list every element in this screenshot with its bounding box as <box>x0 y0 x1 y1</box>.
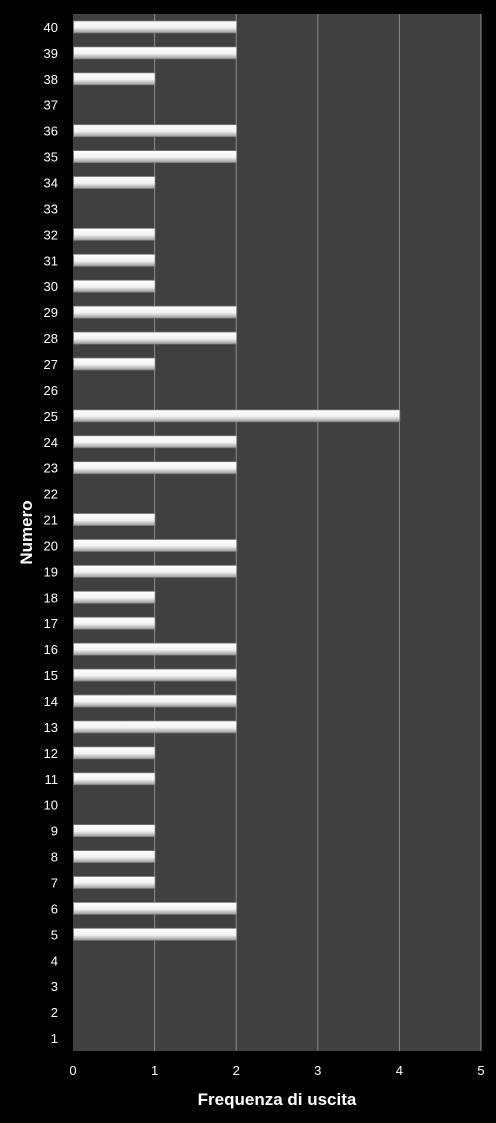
y-tick-label: 31 <box>44 253 58 268</box>
bar-11 <box>73 772 156 786</box>
bar-34 <box>73 176 156 189</box>
y-tick-label: 9 <box>51 824 58 839</box>
bar-17 <box>73 616 156 630</box>
bars <box>73 20 401 941</box>
bar-28 <box>73 331 238 345</box>
y-tick-label: 12 <box>44 746 58 761</box>
y-tick-label: 13 <box>44 720 58 735</box>
y-tick-label: 18 <box>44 590 58 605</box>
bar-36 <box>73 124 238 138</box>
bar-27 <box>73 357 156 371</box>
y-tick-label: 34 <box>44 176 58 191</box>
bar-32 <box>73 227 156 241</box>
x-tick-label: 1 <box>151 1063 158 1078</box>
y-tick-label: 36 <box>44 124 58 139</box>
y-tick-label: 26 <box>44 383 58 398</box>
bar-5 <box>73 927 238 941</box>
bar-7 <box>73 876 156 889</box>
x-tick-label: 3 <box>314 1063 321 1078</box>
x-axis-title: Frequenza di uscita <box>198 1090 357 1109</box>
y-tick-label: 11 <box>45 772 59 787</box>
y-tick-label: 15 <box>44 668 58 683</box>
y-tick-label: 14 <box>44 694 58 709</box>
y-tick-label: 30 <box>44 279 58 294</box>
y-tick-label: 4 <box>51 953 58 968</box>
bar-24 <box>73 435 238 449</box>
y-tick-label: 37 <box>44 98 58 113</box>
y-tick-label: 6 <box>51 901 58 916</box>
y-tick-label: 33 <box>44 201 58 216</box>
bar-13 <box>73 720 238 734</box>
y-tick-labels: 1234567891011121314151617181920212223242… <box>44 20 58 1046</box>
bar-25 <box>73 409 401 423</box>
bar-8 <box>73 850 156 863</box>
bar-18 <box>73 590 156 604</box>
bar-19 <box>73 564 238 578</box>
y-tick-label: 17 <box>44 616 58 631</box>
y-axis-title: Numero <box>17 500 36 564</box>
bar-23 <box>73 461 238 475</box>
y-tick-label: 29 <box>44 305 58 320</box>
y-tick-label: 27 <box>44 357 58 372</box>
bar-9 <box>73 824 156 838</box>
bar-31 <box>73 253 156 267</box>
y-tick-label: 19 <box>44 564 58 579</box>
y-tick-label: 39 <box>44 46 58 61</box>
x-tick-label: 5 <box>477 1063 484 1078</box>
y-tick-label: 5 <box>51 927 58 942</box>
bar-29 <box>73 305 238 319</box>
y-tick-label: 22 <box>44 487 58 502</box>
y-tick-label: 24 <box>44 435 58 450</box>
x-tick-label: 2 <box>233 1063 240 1078</box>
y-tick-label: 20 <box>44 538 58 553</box>
bar-39 <box>73 46 238 60</box>
y-tick-label: 40 <box>44 20 58 35</box>
y-tick-label: 16 <box>44 642 58 657</box>
y-tick-label: 21 <box>44 513 58 528</box>
bar-14 <box>73 694 238 708</box>
x-tick-labels: 0 1 2 3 4 5 <box>69 1063 484 1078</box>
plot-area <box>73 14 481 1051</box>
y-tick-label: 8 <box>51 850 58 865</box>
x-tick-label: 0 <box>69 1063 76 1078</box>
y-tick-label: 32 <box>44 227 58 242</box>
bar-15 <box>73 668 238 682</box>
y-tick-label: 1 <box>51 1031 58 1046</box>
bar-40 <box>73 20 238 34</box>
y-tick-label: 25 <box>44 409 58 424</box>
y-tick-label: 38 <box>44 72 58 87</box>
y-tick-label: 3 <box>51 979 58 994</box>
bar-16 <box>73 642 238 656</box>
y-tick-label: 7 <box>51 875 58 890</box>
x-tick-label: 4 <box>396 1063 403 1078</box>
y-tick-label: 2 <box>51 1005 58 1020</box>
y-tick-label: 35 <box>44 150 58 165</box>
bar-21 <box>73 513 156 526</box>
y-tick-label: 28 <box>44 331 58 346</box>
bar-6 <box>73 902 238 915</box>
bar-12 <box>73 746 156 760</box>
bar-35 <box>73 150 238 163</box>
bar-20 <box>73 539 238 552</box>
bar-30 <box>73 279 156 293</box>
bar-38 <box>73 72 156 86</box>
y-tick-label: 10 <box>44 798 58 813</box>
y-tick-label: 23 <box>44 461 58 476</box>
